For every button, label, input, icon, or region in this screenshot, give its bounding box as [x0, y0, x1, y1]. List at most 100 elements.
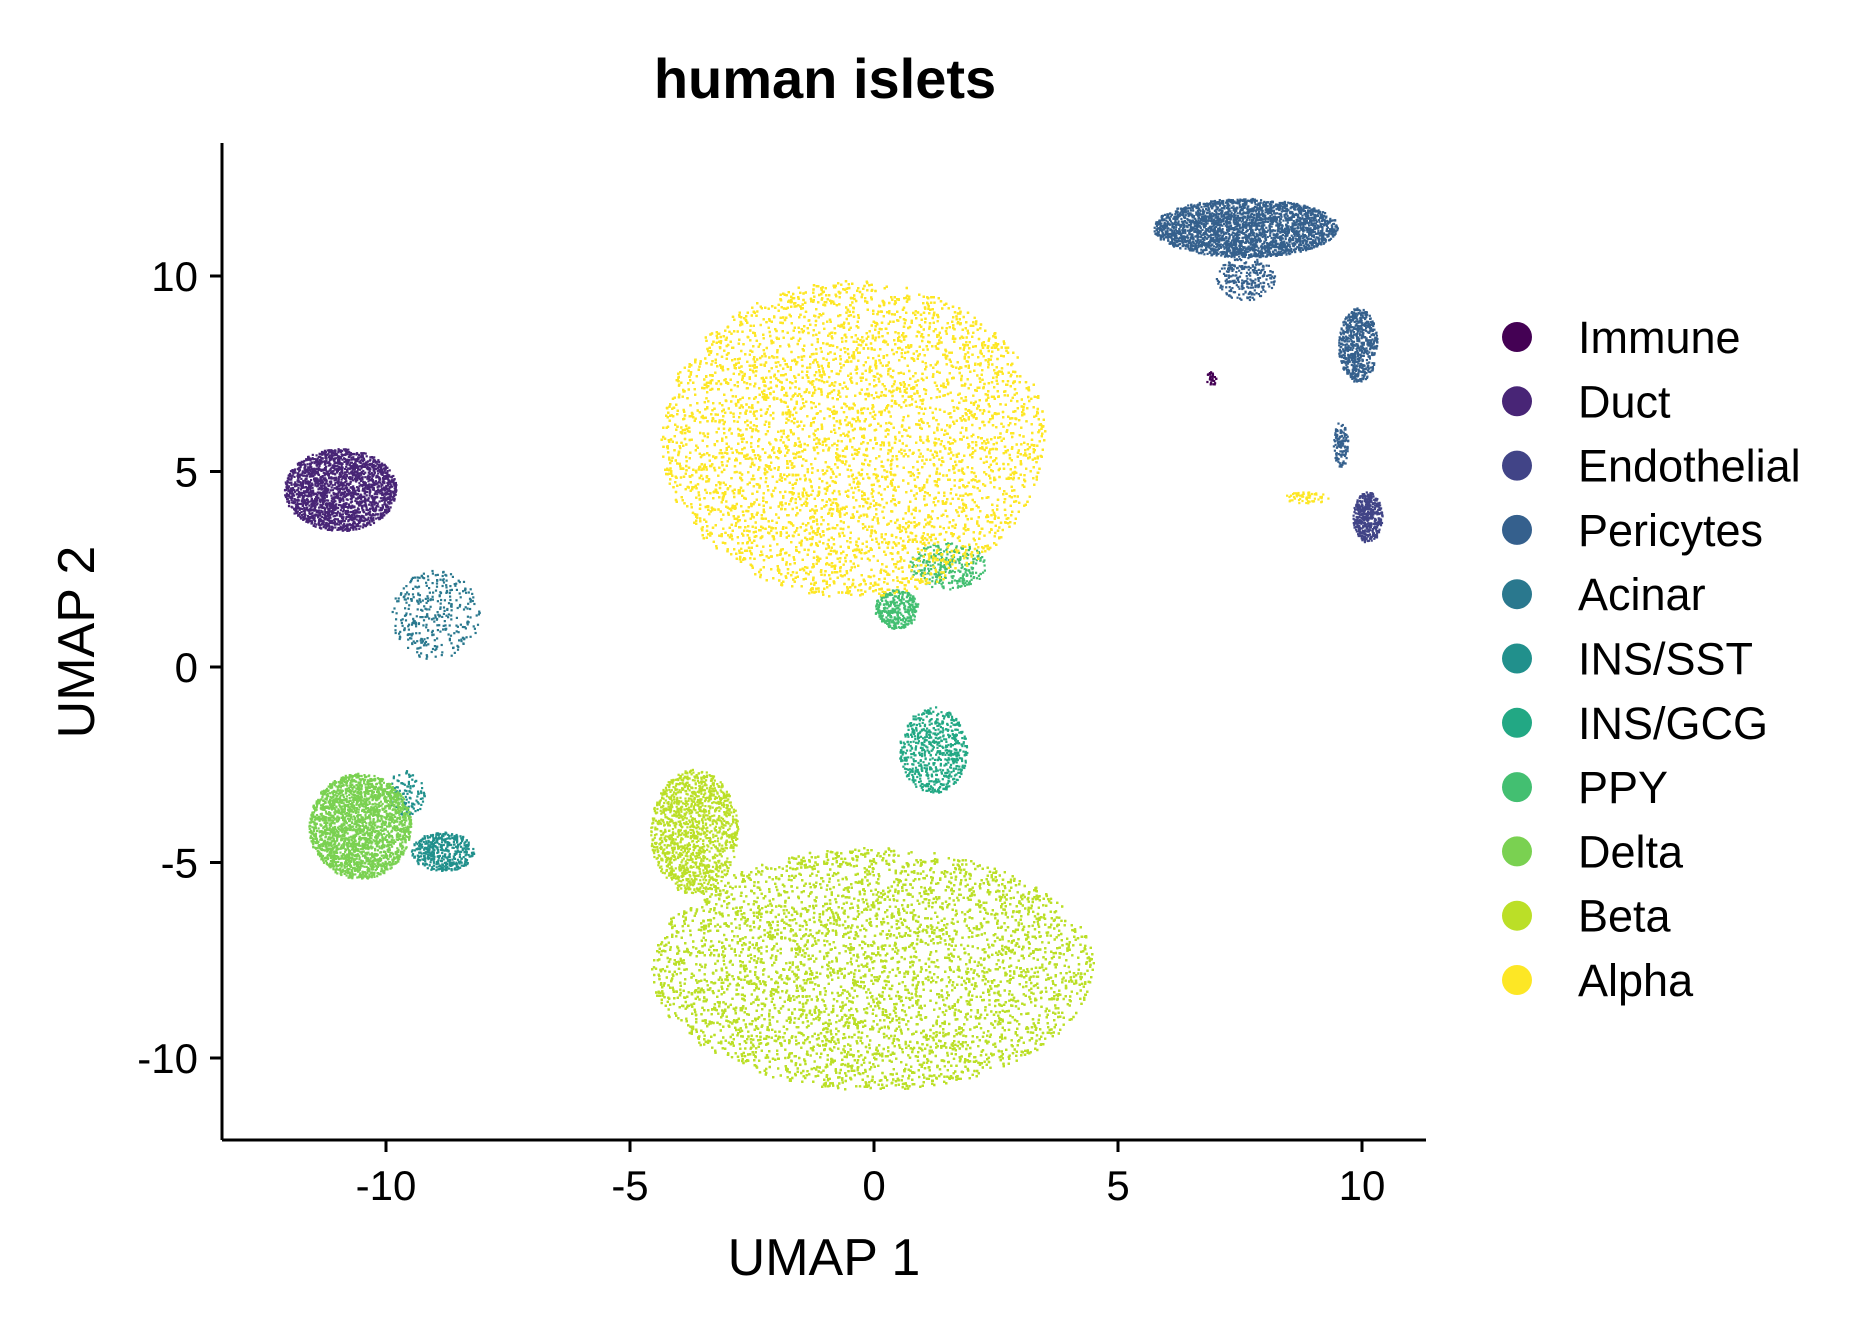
data-point: [305, 507, 307, 509]
data-point: [1328, 239, 1330, 241]
data-point: [1378, 504, 1380, 506]
data-point: [1314, 231, 1316, 233]
data-point: [1191, 206, 1193, 208]
data-point: [325, 481, 327, 483]
data-point: [356, 466, 358, 468]
data-point: [351, 519, 353, 521]
data-point: [338, 478, 340, 480]
data-point: [380, 497, 382, 499]
scatter-points: [284, 198, 1384, 1090]
data-point: [314, 507, 316, 509]
data-point: [1364, 525, 1366, 527]
data-point: [299, 469, 301, 471]
data-point: [330, 482, 332, 484]
data-point: [334, 487, 336, 489]
data-point: [1210, 381, 1212, 383]
data-point: [1300, 251, 1302, 253]
data-point: [1376, 532, 1378, 534]
data-point: [1353, 515, 1355, 517]
data-point: [286, 494, 288, 496]
data-point: [1257, 250, 1259, 252]
data-point: [344, 474, 346, 476]
data-point: [373, 504, 375, 506]
data-point: [1235, 244, 1237, 246]
data-point: [1259, 222, 1261, 224]
data-point: [1361, 539, 1363, 541]
data-point: [351, 453, 353, 455]
data-point: [338, 450, 340, 452]
data-point: [317, 497, 319, 499]
data-point: [1318, 209, 1320, 211]
data-point: [349, 464, 351, 466]
data-point: [1298, 244, 1300, 246]
data-point: [1200, 206, 1202, 208]
data-point: [1219, 205, 1221, 207]
data-point: [1369, 533, 1371, 535]
data-point: [314, 498, 316, 500]
data-point: [307, 459, 309, 461]
data-point: [1238, 241, 1240, 243]
data-point: [348, 451, 350, 453]
data-point: [1179, 213, 1181, 215]
data-point: [286, 483, 288, 485]
data-point: [1330, 230, 1332, 232]
data-point: [310, 475, 312, 477]
data-point: [375, 513, 377, 515]
data-point: [324, 472, 326, 474]
data-point: [1279, 208, 1281, 210]
data-point: [1363, 511, 1365, 513]
data-point: [1175, 226, 1177, 228]
data-point: [361, 459, 363, 461]
data-point: [1361, 535, 1363, 537]
data-point: [1290, 207, 1292, 209]
data-point: [368, 504, 370, 506]
data-point: [1274, 242, 1276, 244]
data-point: [1302, 231, 1304, 233]
data-point: [381, 464, 383, 466]
data-point: [1298, 236, 1300, 238]
data-point: [325, 502, 327, 504]
data-point: [1249, 233, 1251, 235]
data-point: [363, 484, 365, 486]
data-point: [1236, 221, 1238, 223]
data-point: [296, 493, 298, 495]
data-point: [357, 523, 359, 525]
data-point: [310, 522, 312, 524]
data-point: [317, 502, 319, 504]
data-point: [1374, 512, 1376, 514]
data-point: [337, 460, 339, 462]
data-point: [343, 488, 345, 490]
data-point: [330, 489, 332, 491]
data-point: [287, 490, 289, 492]
data-point: [328, 526, 330, 528]
data-point: [341, 528, 343, 530]
data-point: [316, 464, 318, 466]
data-point: [1356, 525, 1358, 527]
data-point: [1309, 231, 1311, 233]
data-point: [314, 505, 316, 507]
data-point: [1255, 221, 1257, 223]
data-point: [1187, 204, 1189, 206]
data-point: [324, 508, 326, 510]
data-point: [1226, 201, 1228, 203]
data-point: [1275, 220, 1277, 222]
data-point: [1356, 522, 1358, 524]
data-point: [368, 483, 370, 485]
data-point: [1160, 238, 1162, 240]
data-point: [1280, 202, 1282, 204]
data-point: [334, 449, 336, 451]
data-point: [1212, 373, 1214, 375]
data-point: [1277, 237, 1279, 239]
data-point: [1212, 215, 1214, 217]
data-point: [321, 523, 323, 525]
data-point: [292, 475, 294, 477]
data-point: [1227, 231, 1229, 233]
data-point: [1214, 376, 1216, 378]
data-point: [1300, 244, 1302, 246]
data-point: [354, 472, 356, 474]
data-point: [386, 472, 388, 474]
data-point: [328, 477, 330, 479]
data-point: [344, 492, 346, 494]
data-point: [1218, 213, 1220, 215]
data-point: [1229, 210, 1231, 212]
